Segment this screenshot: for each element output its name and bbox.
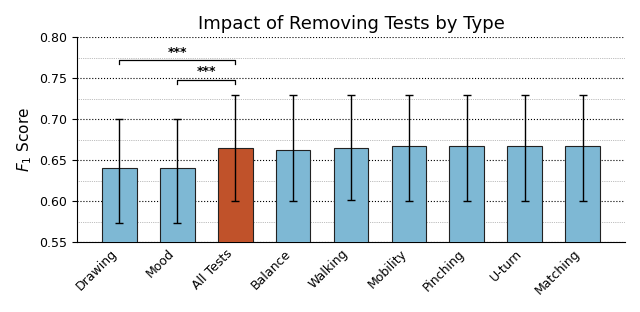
- Bar: [392, 146, 426, 312]
- Bar: [449, 146, 484, 312]
- Bar: [508, 146, 542, 312]
- Bar: [160, 168, 195, 312]
- Title: Impact of Removing Tests by Type: Impact of Removing Tests by Type: [198, 15, 504, 33]
- Bar: [276, 149, 310, 312]
- Y-axis label: $F_1$ Score: $F_1$ Score: [15, 107, 34, 172]
- Text: ***: ***: [168, 46, 187, 59]
- Bar: [218, 148, 253, 312]
- Text: ***: ***: [196, 65, 216, 78]
- Bar: [333, 148, 369, 312]
- Bar: [102, 168, 137, 312]
- Bar: [565, 145, 600, 312]
